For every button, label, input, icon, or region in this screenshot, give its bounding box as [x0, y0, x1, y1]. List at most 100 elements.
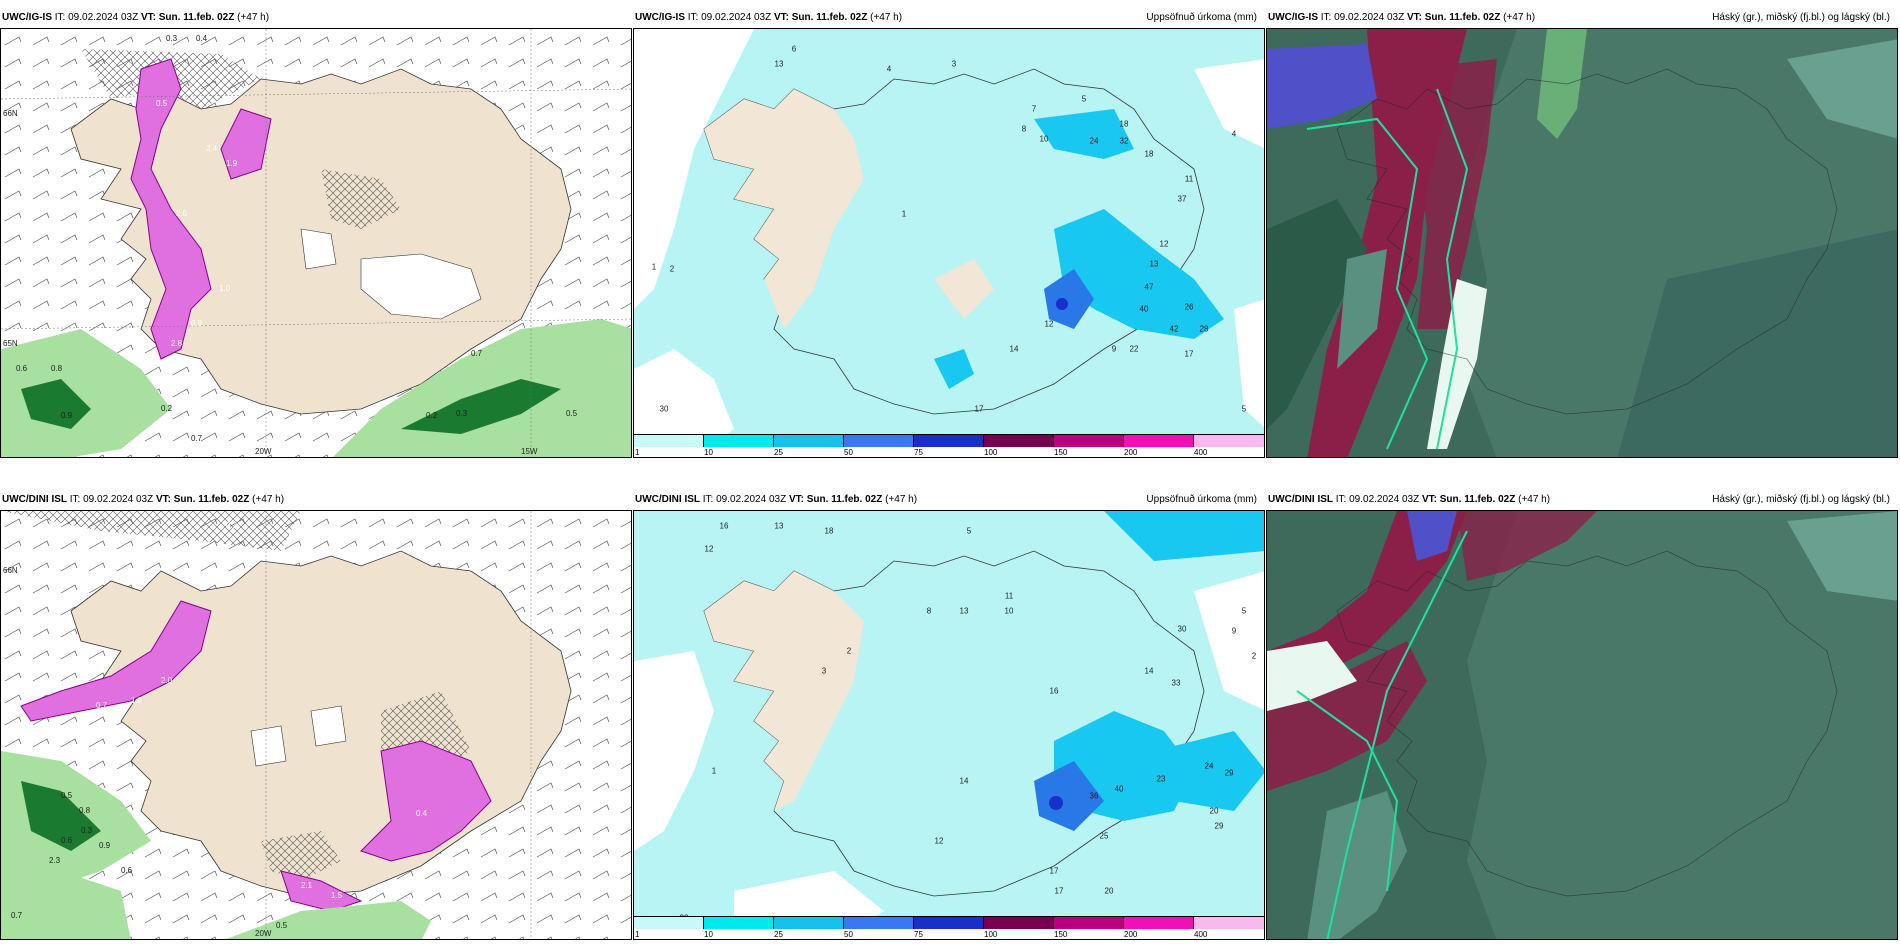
- precip-band-green: [1, 329, 171, 457]
- wind-value: 2.3: [456, 841, 468, 850]
- iceland-outline: [1336, 68, 1838, 415]
- colorbar-tick: 75: [914, 930, 923, 939]
- colorbar-tick: 10: [704, 930, 713, 939]
- model-label: UWC/DINI ISL: [2, 494, 67, 505]
- model-label: UWC/DINI ISL: [635, 494, 700, 505]
- wind-value: 2.5: [176, 209, 188, 218]
- map-graphic: [634, 29, 1264, 457]
- wind-value: 0.3: [81, 826, 93, 835]
- cloud-map: [1266, 510, 1898, 940]
- colorbar-tick: 100: [984, 930, 998, 939]
- precip-value: 5: [966, 526, 972, 536]
- lead-time: (+47 h): [252, 494, 285, 505]
- precip-value: 40: [1139, 304, 1149, 314]
- precip-value: 7: [1031, 104, 1037, 114]
- precip-value: 33: [1171, 678, 1181, 688]
- colorbar-swatch: [914, 917, 984, 929]
- colorbar-swatch: [844, 435, 914, 447]
- precip-value: 12: [1044, 319, 1054, 329]
- map-graphic: [1, 29, 631, 457]
- precip-value: 29: [1224, 768, 1234, 778]
- precip-value: 11: [1184, 174, 1194, 184]
- wind-value: 0.5: [61, 791, 73, 800]
- panel-header: UWC/IG-IS IT: 09.02.2024 03Z VT: Sun. 11…: [0, 8, 632, 28]
- bottom-wind-panel: UWC/DINI ISL IT: 09.02.2024 03Z VT: Sun.…: [0, 490, 632, 940]
- colorbar-tick: 1: [635, 448, 640, 457]
- colorbar-tick: 400: [1194, 930, 1208, 939]
- wind-value: 0.6: [121, 866, 133, 875]
- colorbar-swatch: [1124, 917, 1194, 929]
- precip-value: 13: [774, 521, 784, 531]
- model-label: UWC/IG-IS: [635, 12, 685, 23]
- colorbar-swatch: [1194, 435, 1264, 447]
- precip-value: 10: [1004, 606, 1014, 616]
- wind-value: 0.8: [191, 319, 203, 328]
- precip-value: 36: [1089, 791, 1099, 801]
- precip-title: Uppsöfnuð úrkoma (mm): [1146, 494, 1257, 505]
- wind-value: 2.8: [171, 339, 183, 348]
- valid-time: VT: Sun. 11.feb. 02Z: [773, 12, 868, 23]
- lead-time: (+47 h): [237, 12, 270, 23]
- wind-value: 0.9: [61, 411, 73, 420]
- precip-title: Uppsöfnuð úrkoma (mm): [1146, 12, 1257, 23]
- colorbar-swatch: [984, 917, 1054, 929]
- precip-value: 16: [1049, 686, 1059, 696]
- colorbar-tick: 25: [774, 448, 783, 457]
- run-time: IT: 09.02.2024 03Z: [54, 12, 139, 23]
- colorbar-tick: 75: [914, 448, 923, 457]
- colorbar-swatch: [774, 917, 844, 929]
- precip-value: 17: [1049, 866, 1059, 876]
- precip-value: 20: [1104, 886, 1114, 896]
- precip-value: 1: [901, 209, 907, 219]
- precip-value: 9: [1231, 626, 1237, 636]
- colorbar-swatch: [984, 435, 1054, 447]
- valid-time: VT: Sun. 11.feb. 02Z: [155, 494, 250, 505]
- run-time: IT: 09.02.2024 03Z: [687, 12, 772, 23]
- precip-value: 12: [934, 836, 944, 846]
- mid-cloud-band: [1407, 511, 1457, 561]
- colorbar-swatch: [1194, 917, 1264, 929]
- wind-value: 0.7: [11, 911, 23, 920]
- wind-value: 2.0: [161, 676, 173, 685]
- colorbar-tick: 10: [704, 448, 713, 457]
- cloud-title: Háský (gr.), miðský (fj.bl.) og lágský (…: [1712, 12, 1890, 23]
- lead-time: (+47 h): [1518, 494, 1551, 505]
- precip-value: 1: [711, 766, 717, 776]
- precip-value: 17: [1054, 886, 1064, 896]
- lat-label: 66N: [3, 566, 18, 575]
- precip-value: 16: [719, 521, 729, 531]
- wind-value: 0.8: [51, 364, 63, 373]
- dry-area: [704, 89, 864, 329]
- top-precip-panel: UWC/IG-IS IT: 09.02.2024 03Z VT: Sun. 11…: [633, 8, 1265, 458]
- precip-value: 20: [1209, 806, 1219, 816]
- precip-value: 3: [821, 666, 827, 676]
- colorbar-swatch: [914, 435, 984, 447]
- precip-value: 42: [1169, 324, 1179, 334]
- colorbar-swatch: [634, 917, 704, 929]
- precip-value: 40: [1114, 784, 1124, 794]
- wet-area: [1034, 109, 1134, 159]
- wind-value: 0.2: [161, 404, 173, 413]
- wind-value: 0.4: [416, 809, 428, 818]
- precip-map: 6 3 13 4 7 5 8 10 24 32 18 18 11 37 12 1…: [633, 28, 1265, 458]
- precip-band-magenta: [20, 600, 212, 722]
- run-time: IT: 09.02.2024 03Z: [702, 494, 787, 505]
- wind-value: 1.0: [219, 284, 231, 293]
- colorbar-tick: 200: [1124, 930, 1138, 939]
- precip-value: 30: [1177, 624, 1187, 634]
- precip-value: 18: [1144, 149, 1154, 159]
- wind-value: 0.6: [61, 836, 73, 845]
- white-glacier: [310, 705, 347, 747]
- precip-value: 30: [659, 404, 669, 414]
- lead-time: (+47 h): [885, 494, 918, 505]
- cloud-map: [1266, 28, 1898, 458]
- colorbar-tick: 100: [984, 448, 998, 457]
- colorbar-swatch: [704, 917, 774, 929]
- precip-value: 13: [959, 606, 969, 616]
- panel-header: UWC/IG-IS IT: 09.02.2024 03Z VT: Sun. 11…: [633, 8, 1265, 28]
- precip-value: 4: [886, 64, 892, 74]
- colorbar-swatch: [704, 435, 774, 447]
- map-graphic: [1267, 29, 1897, 457]
- precip-value: 29: [1214, 821, 1224, 831]
- white-sea-area: [634, 29, 754, 309]
